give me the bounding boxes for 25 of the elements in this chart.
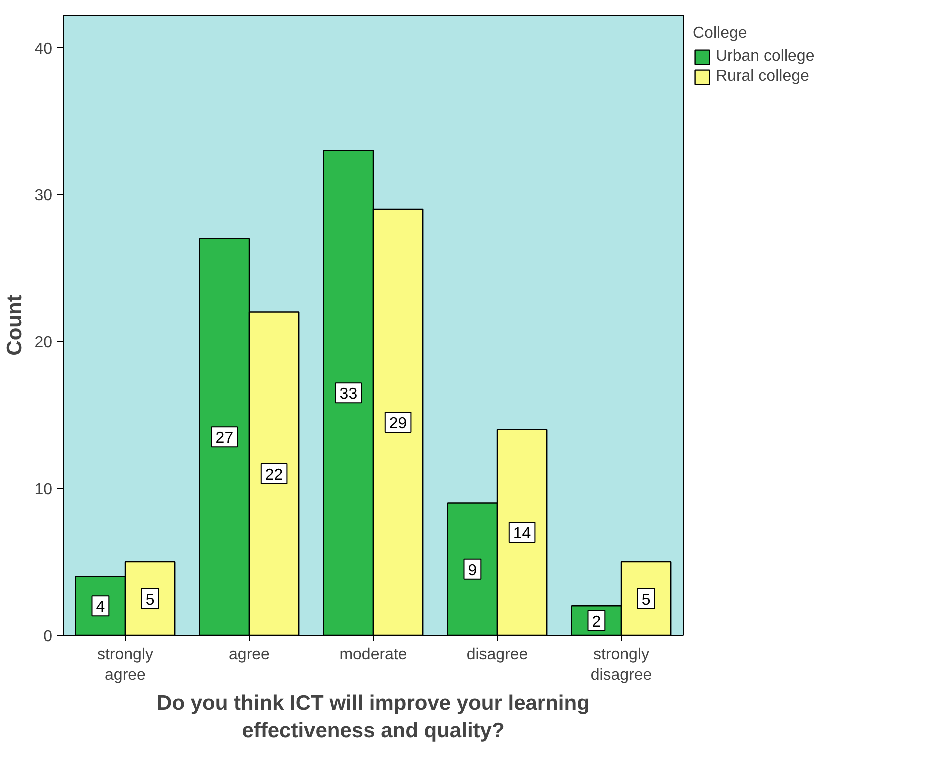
x-tick-label: disagree [466,646,528,664]
x-tick-label: moderate [340,646,408,664]
y-tick-label: 40 [34,40,53,58]
data-label: 27 [216,430,234,448]
data-label: 5 [146,592,155,609]
y-tick-label: 0 [44,628,53,646]
data-label: 14 [513,526,532,543]
x-tick-label: strongly agree [97,646,154,684]
data-label: 29 [389,415,408,432]
data-label: 9 [468,562,478,580]
y-tick-label: 20 [34,334,53,352]
legend-label: Rural college [716,68,810,86]
legend-label: Urban college [716,48,815,66]
x-tick-label: strongly disagree [590,646,652,684]
data-label: 22 [265,466,284,484]
legend-title: College [693,25,748,43]
y-axis-title: Count [4,295,27,356]
data-label: 33 [340,386,358,404]
data-label: 5 [642,592,651,609]
data-label: 4 [96,599,106,616]
x-axis-title: Do you think ICT will improve your learning effectiveness and quality? [157,692,590,742]
y-tick-label: 10 [34,482,53,499]
y-tick-label: 30 [34,188,53,205]
x-tick-label: agree [229,646,270,664]
data-label: 2 [592,614,602,631]
